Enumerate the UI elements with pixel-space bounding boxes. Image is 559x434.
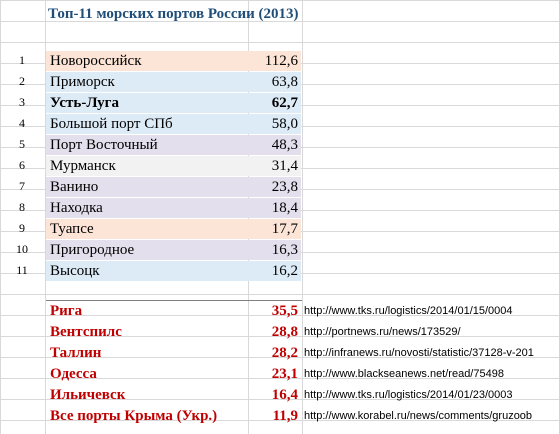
port-name-cell[interactable]: Туапсе <box>46 219 249 239</box>
table-row[interactable]: 9 Туапсе 17,7 <box>0 218 559 239</box>
table-row[interactable]: 11 Высоцк 16,2 <box>0 260 559 281</box>
port-value-cell[interactable]: 18,4 <box>249 198 301 218</box>
source-link-cell[interactable]: http://www.blackseanews.net/read/75498 <box>304 368 504 380</box>
port-value-cell[interactable]: 16,3 <box>249 240 301 260</box>
port-value-cell[interactable]: 58,0 <box>249 114 301 134</box>
row-number: 2 <box>19 74 25 88</box>
foreign-port-value-cell[interactable]: 28,8 <box>271 324 298 340</box>
table-row[interactable]: Все порты Крыма (Укр.) 11,9 http://www.kor… <box>0 406 559 427</box>
column-divider <box>302 0 303 434</box>
section-divider <box>46 300 302 301</box>
port-value-cell[interactable]: 112,6 <box>249 51 301 71</box>
row-number: 6 <box>19 158 25 172</box>
row-number: 10 <box>16 242 28 256</box>
port-name-cell[interactable]: Высоцк <box>46 261 249 281</box>
port-value-cell[interactable]: 31,4 <box>249 156 301 176</box>
sheet-title[interactable]: Топ-11 морских портов России (2013) <box>48 6 299 22</box>
foreign-port-value-cell[interactable]: 35,5 <box>271 303 298 319</box>
table-row[interactable]: 8 Находка 18,4 <box>0 197 559 218</box>
foreign-port-value-cell[interactable]: 11,9 <box>272 408 298 424</box>
port-name-cell[interactable]: Усть-Луга <box>46 93 249 113</box>
port-value-cell[interactable]: 63,8 <box>249 72 301 92</box>
table-row[interactable]: Таллин 28,2 http://infranews.ru/novosti/st… <box>0 343 559 364</box>
table-row[interactable]: 5 Порт Восточный 48,3 <box>0 134 559 155</box>
row-number: 5 <box>19 137 25 151</box>
source-link-cell[interactable]: http://www.tks.ru/logistics/2014/01/15/0… <box>304 305 513 317</box>
port-name-cell[interactable]: Большой порт СПб <box>46 114 249 134</box>
row-number: 1 <box>19 53 25 67</box>
port-name-cell[interactable]: Новороссийск <box>46 51 249 71</box>
table-row[interactable]: 3 Усть-Луга 62,7 <box>0 92 559 113</box>
table-row[interactable]: 2 Приморск 63,8 <box>0 71 559 92</box>
source-link-cell[interactable]: http://www.korabel.ru/news/comments/gruz… <box>304 410 533 422</box>
foreign-port-value-cell[interactable]: 23,1 <box>271 366 298 382</box>
row-number: 9 <box>19 221 25 235</box>
port-value-cell[interactable]: 23,8 <box>249 177 301 197</box>
port-name-cell[interactable]: Порт Восточный <box>46 135 249 155</box>
foreign-port-name-cell[interactable]: Таллин <box>50 345 102 361</box>
foreign-port-name-cell[interactable]: Ильичевск <box>50 387 126 403</box>
port-value-cell[interactable]: 17,7 <box>249 219 301 239</box>
source-link-cell[interactable]: http://infranews.ru/novosti/statistic/37… <box>304 347 534 359</box>
port-name-cell[interactable]: Находка <box>46 198 249 218</box>
row-number: 11 <box>16 263 28 277</box>
table-row[interactable]: Одесса 23,1 http://www.blackseanews.net/re… <box>0 364 559 385</box>
table-row[interactable]: 1 Новороссийск 112,6 <box>0 50 559 71</box>
table-row[interactable]: Вентспилс 28,8 http://portnews.ru/news/173… <box>0 322 559 343</box>
foreign-port-name-cell[interactable]: Одесса <box>50 366 97 382</box>
port-name-cell[interactable]: Ванино <box>46 177 249 197</box>
foreign-port-name-cell[interactable]: Вентспилс <box>50 324 122 340</box>
foreign-port-name-cell[interactable]: Все порты Крыма (Укр.) <box>50 408 218 424</box>
table-row[interactable]: Ильичевск 16,4 http://www.tks.ru/logistics… <box>0 385 559 406</box>
table-row[interactable]: Рига 35,5 http://www.tks.ru/logistics/2014… <box>0 301 559 322</box>
port-value-cell[interactable]: 48,3 <box>249 135 301 155</box>
port-name-cell[interactable]: Мурманск <box>46 156 249 176</box>
row-number: 8 <box>19 200 25 214</box>
port-value-cell[interactable]: 62,7 <box>249 93 301 113</box>
source-link-cell[interactable]: http://portnews.ru/news/173529/ <box>304 326 461 338</box>
foreign-port-value-cell[interactable]: 28,2 <box>271 345 298 361</box>
row-number: 3 <box>19 95 25 109</box>
port-name-cell[interactable]: Приморск <box>46 72 249 92</box>
table-row[interactable]: 6 Мурманск 31,4 <box>0 155 559 176</box>
port-name-cell[interactable]: Пригородное <box>46 240 249 260</box>
foreign-port-value-cell[interactable]: 16,4 <box>271 387 298 403</box>
source-link-cell[interactable]: http://www.tks.ru/logistics/2014/01/23/0… <box>304 389 513 401</box>
table-row[interactable]: 10 Пригородное 16,3 <box>0 239 559 260</box>
column-divider <box>45 0 46 434</box>
foreign-port-name-cell[interactable]: Рига <box>50 303 83 319</box>
row-number: 7 <box>19 179 25 193</box>
port-value-cell[interactable]: 16,2 <box>249 261 301 281</box>
table-row[interactable]: 4 Большой порт СПб 58,0 <box>0 113 559 134</box>
row-number: 4 <box>19 116 25 130</box>
table-row[interactable]: 7 Ванино 23,8 <box>0 176 559 197</box>
